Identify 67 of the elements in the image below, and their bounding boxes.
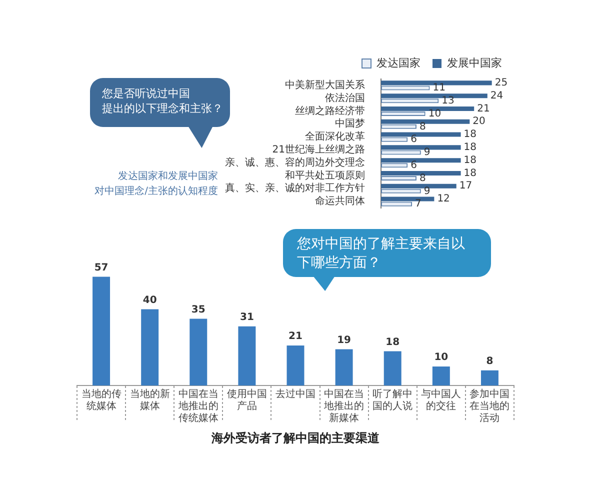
x-tick-label: 中国在当地推出的传统媒体 — [177, 388, 218, 424]
data-label: 21 — [288, 331, 302, 342]
y-tick-label: 中美新型大国关系 — [285, 79, 365, 92]
data-label: 24 — [490, 90, 504, 102]
data-label: 25 — [494, 78, 508, 89]
data-label: 13 — [442, 95, 454, 106]
y-tick-label: 和平共处五项原则 — [285, 169, 365, 182]
data-label: 7 — [415, 198, 422, 210]
x-tick-label: 中国在当地推出的新媒体 — [323, 388, 364, 424]
data-label: 8 — [419, 172, 426, 184]
data-label: 57 — [94, 262, 108, 274]
bar — [480, 370, 498, 386]
data-label: 18 — [464, 168, 477, 179]
bar — [238, 326, 256, 386]
bar — [381, 119, 470, 124]
data-label: 21 — [477, 103, 490, 114]
data-label: 17 — [459, 180, 472, 192]
data-label: 35 — [191, 304, 206, 316]
text: 海外受访者了解中国的主要渠道 — [210, 430, 380, 445]
x-tick-label: 使用中国产品 — [226, 388, 267, 412]
data-label: 8 — [419, 121, 426, 132]
bar — [381, 184, 456, 188]
bar — [432, 366, 450, 386]
y-tick-label: 命运共同体 — [315, 195, 365, 208]
bar — [141, 309, 159, 386]
data-label: 10 — [428, 108, 442, 120]
data-label: 6 — [410, 134, 417, 146]
text: 您是否听说过中国提出的以下理念和主张？ — [102, 87, 224, 117]
data-label: 20 — [472, 116, 486, 128]
data-label: 40 — [142, 294, 157, 306]
data-label: 18 — [464, 129, 477, 140]
y-tick-label: 真、实、亲、诚的对非工作方针 — [225, 182, 365, 194]
bar — [335, 349, 353, 386]
data-label: 9 — [424, 186, 430, 197]
x-tick-label: 当地的新媒体 — [130, 388, 170, 412]
y-tick-label: 中国梦 — [335, 118, 365, 130]
legend-label: 发达国家 — [376, 56, 420, 70]
x-tick-label: 当地的传统媒体 — [81, 388, 122, 412]
y-tick-label: 21世纪海上丝绸之路 — [272, 144, 365, 156]
y-tick-label: 亲、诚、惠、容的周边外交理念 — [225, 156, 365, 168]
y-tick-label: 依法治国 — [325, 92, 365, 104]
x-tick-label: 与中国人的交往 — [421, 388, 462, 412]
text: 您对中国的了解主要来自以下哪些方面？ — [297, 235, 466, 273]
bar — [286, 345, 304, 386]
x-tick-label: 听了解中国的人说 — [372, 388, 413, 412]
data-label: 6 — [410, 160, 417, 171]
data-label: 8 — [486, 356, 494, 367]
bar — [190, 318, 208, 386]
data-label: 18 — [386, 336, 400, 348]
bar — [381, 106, 474, 111]
data-label: 31 — [240, 312, 254, 323]
data-label: 12 — [437, 194, 450, 205]
data-label: 18 — [464, 142, 477, 154]
data-label: 11 — [432, 82, 446, 94]
data-label: 10 — [434, 352, 448, 364]
y-tick-label: 全面深化改革 — [305, 130, 365, 143]
bar — [92, 276, 110, 386]
x-tick-label: 参加中国在当地的活动 — [470, 388, 510, 424]
x-tick-label: 去过中国 — [276, 388, 316, 400]
data-label: 19 — [337, 334, 352, 346]
text: 发达国家和发展中国家对中国理念/主张的认知程度 — [94, 170, 218, 198]
data-label: 18 — [464, 154, 477, 166]
bar — [384, 351, 402, 386]
y-tick-label: 丝绸之路经济带 — [295, 104, 365, 117]
data-label: 9 — [424, 147, 430, 158]
bar — [381, 170, 461, 176]
legend-label: 发展中国家 — [447, 56, 502, 70]
